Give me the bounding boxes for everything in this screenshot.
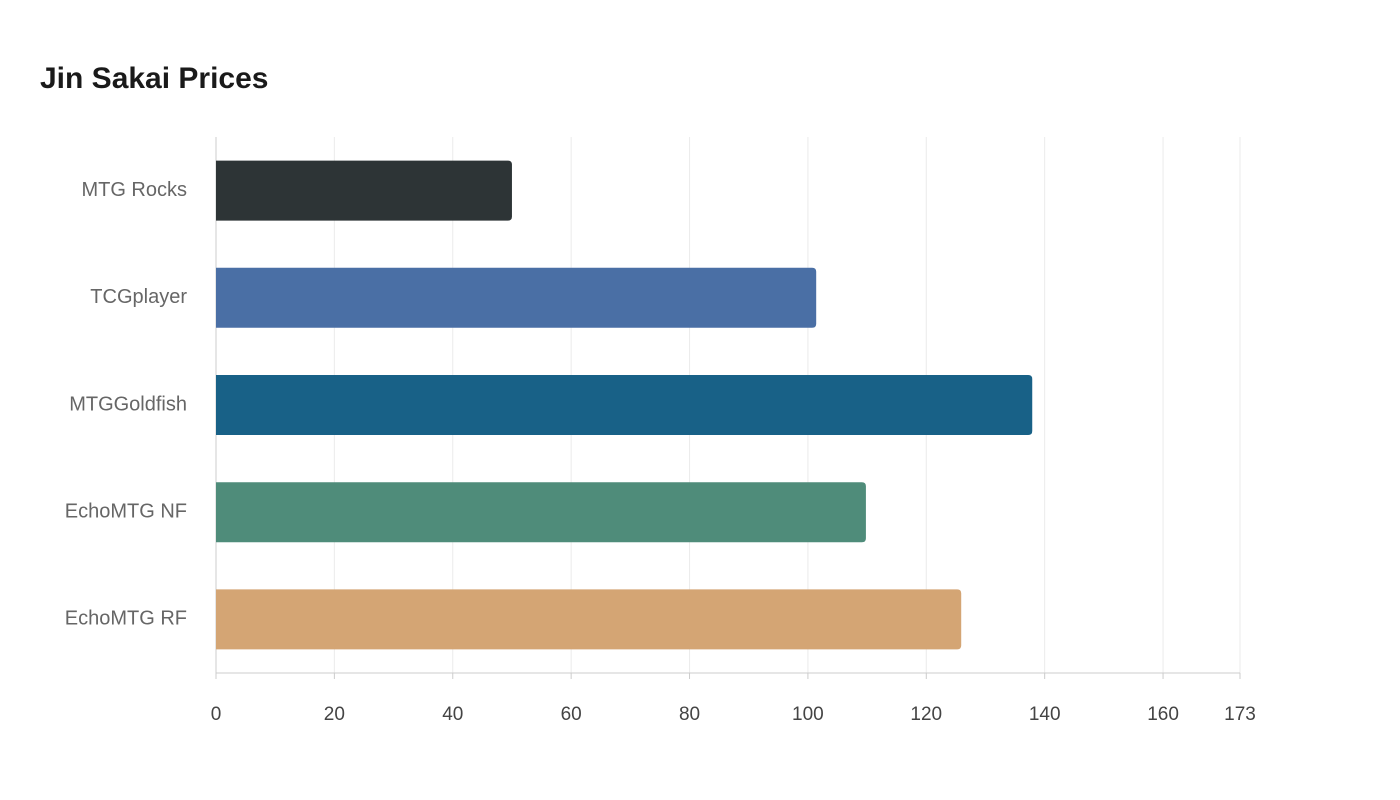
x-tick-label: 140 [1029,704,1061,725]
chart-title: Jin Sakai Prices [40,62,269,95]
x-tick-label: 80 [679,704,700,725]
x-tick-label: 173 [1224,704,1256,725]
x-tick-label: 100 [792,704,824,725]
bar [216,267,817,328]
x-tick-label: 120 [910,704,942,725]
y-tick-label: TCGplayer [90,286,187,308]
y-tick-label: MTG Rocks [81,179,187,201]
x-tick-label: 60 [561,704,582,725]
bar [216,375,1033,435]
y-tick-label: EchoMTG RF [65,608,187,630]
bar [216,589,962,650]
y-tick-label: MTGGoldfish [69,393,187,415]
x-tick-label: 20 [324,704,345,725]
x-tick-label: 160 [1147,704,1179,725]
bar [216,160,512,221]
x-tick-label: 0 [211,704,222,725]
x-tick-label: 40 [442,704,463,725]
bar [216,482,866,543]
y-tick-label: EchoMTG NF [65,500,187,522]
